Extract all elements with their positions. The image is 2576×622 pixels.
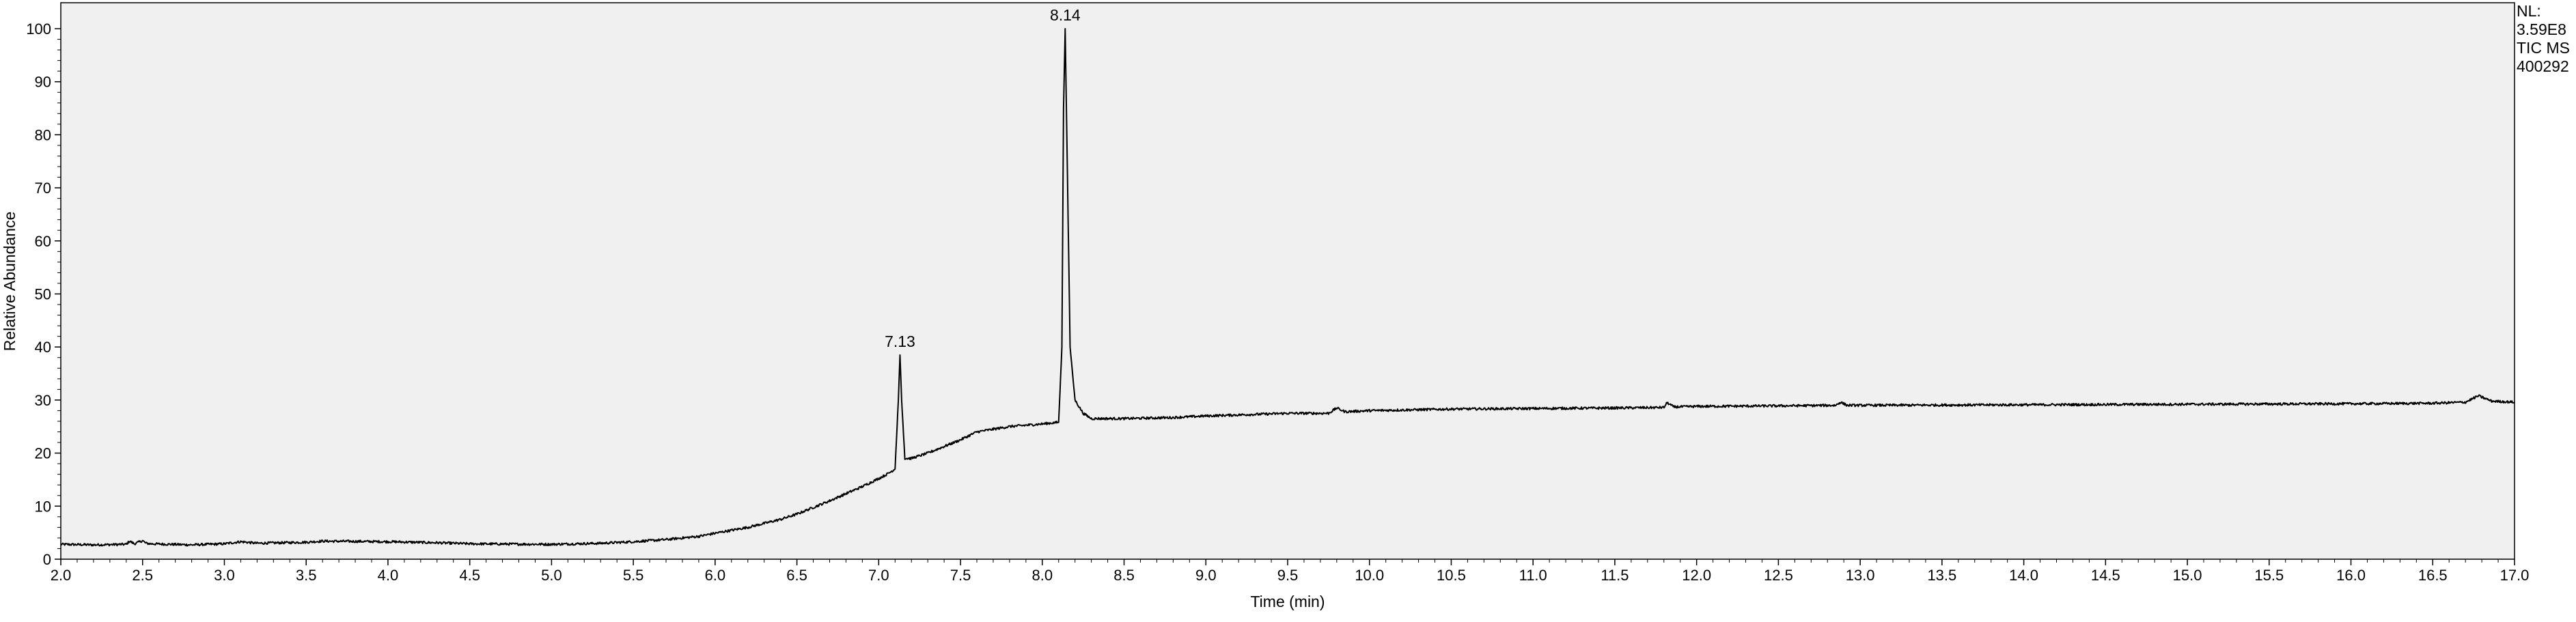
x-tick-label: 2.0 [51,567,72,584]
peak-labels: 7.13 8.14 [885,6,1081,350]
plot-area [60,2,2515,560]
y-tick-label: 80 [35,126,51,143]
x-tick-label: 10.5 [1437,567,1466,584]
y-axis-title: Relative Abundance [1,212,18,352]
y-tick-label: 100 [26,20,51,38]
y-axis: 0 10 20 30 40 50 60 70 80 90 100 [26,20,61,568]
x-tick-label: 6.5 [786,567,807,584]
x-tick-label: 16.5 [2418,567,2448,584]
x-tick-label: 14.0 [2009,567,2038,584]
x-tick-label: 14.5 [2091,567,2120,584]
y-tick-label: 30 [35,392,51,409]
x-tick-label: 17.0 [2500,567,2530,584]
x-tick-label: 4.5 [459,567,480,584]
x-tick-label: 12.0 [1682,567,1711,584]
info-line: 3.59E8 [2517,20,2566,38]
x-axis-title: Time (min) [1250,593,1325,610]
peak-label: 8.14 [1050,6,1081,24]
x-tick-label: 15.5 [2254,567,2284,584]
y-tick-label: 0 [43,551,51,568]
x-tick-label: 9.5 [1277,567,1299,584]
y-tick-label: 40 [35,339,51,356]
x-tick-label: 5.5 [623,567,644,584]
x-tick-label: 3.0 [214,567,235,584]
info-line: NL: [2517,2,2541,20]
x-tick-label: 2.5 [132,567,153,584]
x-tick-label: 15.0 [2173,567,2202,584]
x-tick-label: 10.0 [1355,567,1384,584]
x-tick-label: 8.5 [1113,567,1135,584]
x-tick-label: 11.5 [1601,567,1629,584]
info-line: 400292 [2517,57,2569,75]
tic-trace [60,28,2515,547]
x-tick-label: 13.0 [1846,567,1875,584]
x-tick-label: 6.0 [705,567,726,584]
x-tick-label: 16.0 [2336,567,2366,584]
peak-label: 7.13 [885,333,915,350]
x-tick-label: 7.0 [868,567,889,584]
y-tick-label: 90 [35,74,51,91]
y-tick-label: 60 [35,233,51,250]
x-tick-label: 13.5 [1927,567,1956,584]
x-tick-label: 9.0 [1195,567,1217,584]
x-tick-label: 11.0 [1519,567,1547,584]
info-line: TIC MS [2517,39,2570,57]
x-tick-label: 5.0 [541,567,562,584]
y-tick-label: 50 [35,286,51,303]
y-tick-label: 10 [35,498,51,515]
x-axis: 2.0 2.5 3.0 3.5 4.0 4.5 5.0 5.5 6.0 6.5 7.0 7.5 8.0 8… [51,559,2530,584]
y-tick-label: 70 [35,180,51,197]
x-tick-label: 8.0 [1032,567,1053,584]
x-tick-label: 3.5 [296,567,317,584]
x-tick-label: 4.0 [378,567,399,584]
x-tick-label: 12.5 [1764,567,1793,584]
x-tick-label: 7.5 [950,567,971,584]
y-tick-label: 20 [35,445,51,462]
